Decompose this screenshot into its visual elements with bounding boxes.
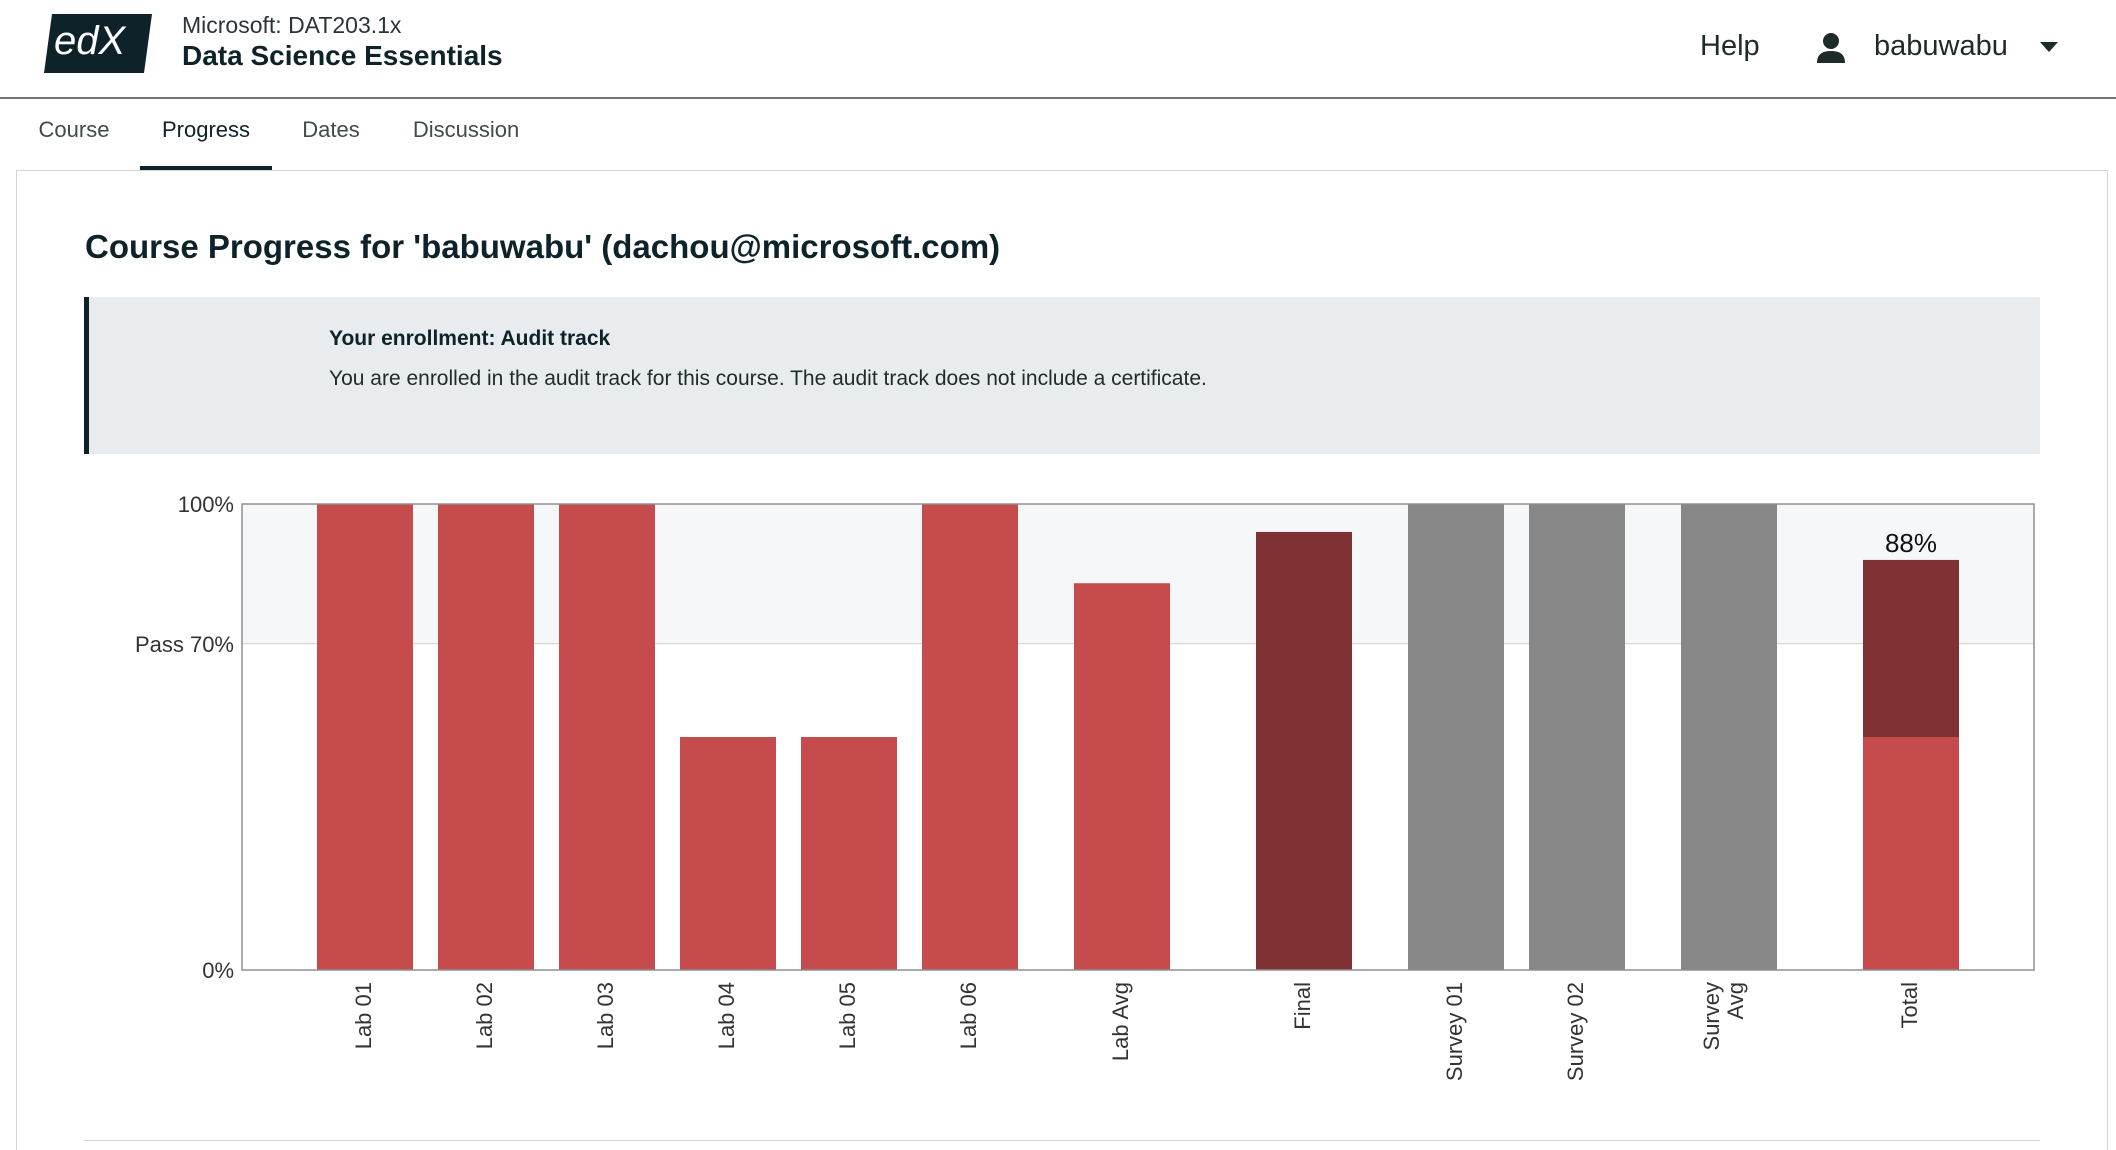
caret-down-icon[interactable]	[2040, 42, 2058, 52]
x-tick-label: Lab 01	[351, 982, 376, 1049]
tab-progress[interactable]: Progress	[140, 101, 272, 171]
username-menu[interactable]: babuwabu	[1874, 30, 2008, 62]
tab-discussion[interactable]: Discussion	[412, 117, 520, 142]
bar-lab-01	[317, 504, 413, 970]
grade-chart: 100% Pass 70% 0% Lab 01 Lab 02 Lab 03 Lab 04 La…	[110, 480, 2050, 1120]
x-tick-label: Survey 02	[1563, 982, 1588, 1081]
bar-final	[1256, 531, 1352, 970]
x-tick-label: Survey	[1699, 982, 1724, 1050]
bar-lab-03	[559, 504, 655, 970]
edx-logo[interactable]: edX	[44, 12, 156, 75]
bar-survey-avg	[1681, 504, 1777, 970]
bar-lab-02	[438, 504, 534, 970]
bar-total-seg-0	[1863, 737, 1959, 970]
x-tick-label: Final	[1290, 982, 1315, 1030]
y-tick-label: 100%	[178, 492, 234, 517]
course-name: Data Science Essentials	[182, 40, 503, 71]
x-tick-label: Lab 05	[835, 982, 860, 1049]
tab-course[interactable]: Course	[38, 117, 110, 142]
x-tick-label: Lab 06	[956, 982, 981, 1049]
bar-lab-06	[922, 504, 1018, 970]
bar-lab-05	[801, 737, 897, 970]
grade-chart-svg: 100% Pass 70% 0% Lab 01 Lab 02 Lab 03 Lab 04 La…	[135, 492, 2035, 1081]
page-title: Course Progress for 'babuwabu' (dachou@m…	[85, 228, 1001, 265]
bar-lab-04	[680, 737, 776, 970]
course-tabs: Course Progress Dates Discussion	[0, 101, 2116, 171]
bar-lab-avg	[1074, 583, 1170, 970]
y-tick-label: Pass 70%	[135, 632, 234, 657]
bar-survey-01	[1408, 504, 1504, 970]
x-tick-label: Lab Avg	[1108, 982, 1133, 1061]
y-tick-label: 0%	[202, 958, 234, 983]
site-header: edX Microsoft: DAT203.1x Data Science Es…	[0, 0, 2116, 99]
bar-survey-02	[1529, 504, 1625, 970]
enrollment-alert: Your enrollment: Audit track You are enr…	[84, 297, 2040, 454]
help-link[interactable]: Help	[1700, 30, 1760, 62]
logo-text: edX	[54, 19, 126, 63]
tab-dates[interactable]: Dates	[302, 117, 360, 142]
person-icon[interactable]	[1816, 32, 1846, 64]
x-tick-label: Lab 02	[472, 982, 497, 1049]
plot-frame	[241, 503, 2035, 971]
x-tick-label: Survey 01	[1442, 982, 1467, 1081]
course-org: Microsoft: DAT203.1x	[182, 12, 402, 38]
divider	[84, 1140, 2040, 1141]
x-tick-label: Lab 03	[593, 982, 618, 1049]
enrollment-body: You are enrolled in the audit track for …	[329, 367, 1207, 390]
x-tick-label: Total	[1897, 982, 1922, 1028]
bar-total-seg-1	[1863, 559, 1959, 737]
enrollment-title: Your enrollment: Audit track	[329, 327, 611, 350]
bar-value-label: 88%	[1885, 528, 1937, 558]
x-tick-label: Lab 04	[714, 982, 739, 1049]
x-tick-label: Avg	[1723, 982, 1748, 1020]
